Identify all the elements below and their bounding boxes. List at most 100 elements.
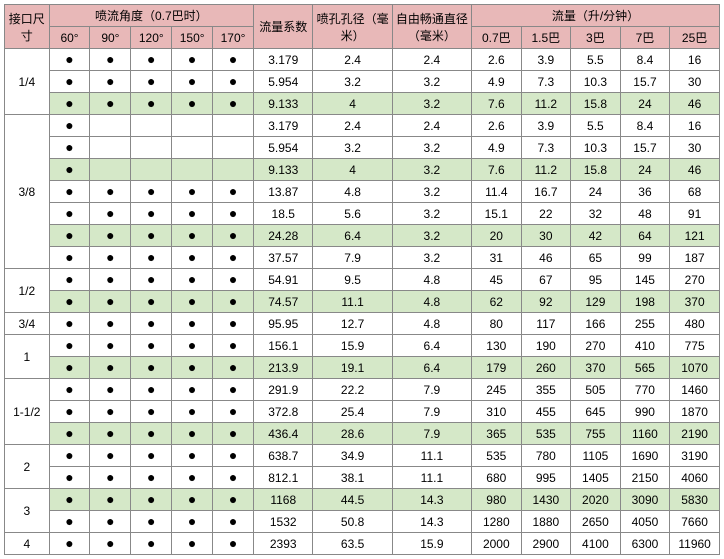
cell-angle: ● bbox=[131, 489, 172, 511]
table-row: ●5.9543.23.24.97.310.315.730 bbox=[5, 137, 720, 159]
dot-icon: ● bbox=[65, 337, 73, 353]
cell-flow: 1460 bbox=[670, 379, 720, 401]
cell-angle: ● bbox=[90, 511, 131, 533]
cell-free: 3.2 bbox=[392, 137, 471, 159]
cell-flow: 410 bbox=[620, 335, 670, 357]
table-row: ●●●●●812.138.111.1680995140521504060 bbox=[5, 467, 720, 489]
dot-icon: ● bbox=[229, 491, 237, 507]
cell-angle: ● bbox=[131, 269, 172, 291]
cell-flow: 1280 bbox=[472, 511, 522, 533]
dot-icon: ● bbox=[65, 425, 73, 441]
cell-flow: 190 bbox=[521, 335, 571, 357]
cell-angle: ● bbox=[172, 225, 213, 247]
cell-flow: 8.4 bbox=[620, 115, 670, 137]
dot-icon: ● bbox=[229, 205, 237, 221]
cell-flow: 62 bbox=[472, 291, 522, 313]
dot-icon: ● bbox=[229, 227, 237, 243]
cell-bore: 19.1 bbox=[313, 357, 392, 379]
table-row: ●●●●●18.55.63.215.122324891 bbox=[5, 203, 720, 225]
cell-angle bbox=[131, 159, 172, 181]
table-row: 1●●●●●156.115.96.4130190270410775 bbox=[5, 335, 720, 357]
cell-coef: 9.133 bbox=[254, 159, 313, 181]
dot-icon: ● bbox=[229, 293, 237, 309]
cell-angle: ● bbox=[49, 511, 90, 533]
dot-icon: ● bbox=[188, 315, 196, 331]
cell-coef: 9.133 bbox=[254, 93, 313, 115]
dot-icon: ● bbox=[147, 95, 155, 111]
cell-bore: 22.2 bbox=[313, 379, 392, 401]
cell-angle: ● bbox=[131, 445, 172, 467]
cell-angle: ● bbox=[131, 379, 172, 401]
cell-flow: 46 bbox=[670, 93, 720, 115]
cell-bore: 2.4 bbox=[313, 49, 392, 71]
dot-icon: ● bbox=[65, 491, 73, 507]
dot-icon: ● bbox=[147, 227, 155, 243]
cell-angle: ● bbox=[90, 401, 131, 423]
dot-icon: ● bbox=[229, 425, 237, 441]
cell-angle: ● bbox=[90, 423, 131, 445]
cell-angle bbox=[213, 137, 254, 159]
dot-icon: ● bbox=[229, 381, 237, 397]
cell-angle: ● bbox=[213, 423, 254, 445]
dot-icon: ● bbox=[106, 73, 114, 89]
dot-icon: ● bbox=[106, 249, 114, 265]
dot-icon: ● bbox=[65, 381, 73, 397]
dot-icon: ● bbox=[106, 227, 114, 243]
h-angle-sub: 90° bbox=[90, 27, 131, 49]
cell-flow: 370 bbox=[571, 357, 621, 379]
cell-free: 3.2 bbox=[392, 225, 471, 247]
cell-flow: 4060 bbox=[670, 467, 720, 489]
dot-icon: ● bbox=[106, 293, 114, 309]
dot-icon: ● bbox=[106, 183, 114, 199]
cell-flow: 2900 bbox=[521, 533, 571, 555]
h-free: 自由畅通直径（毫米） bbox=[392, 5, 471, 49]
h-flow-sub: 1.5巴 bbox=[521, 27, 571, 49]
cell-angle: ● bbox=[213, 489, 254, 511]
cell-angle: ● bbox=[172, 401, 213, 423]
dot-icon: ● bbox=[106, 447, 114, 463]
dot-icon: ● bbox=[106, 425, 114, 441]
cell-coef: 74.57 bbox=[254, 291, 313, 313]
cell-bore: 25.4 bbox=[313, 401, 392, 423]
cell-coef: 436.4 bbox=[254, 423, 313, 445]
cell-angle: ● bbox=[49, 159, 90, 181]
cell-coef: 37.57 bbox=[254, 247, 313, 269]
cell-flow: 310 bbox=[472, 401, 522, 423]
dot-icon: ● bbox=[147, 425, 155, 441]
cell-angle: ● bbox=[172, 533, 213, 555]
dot-icon: ● bbox=[147, 73, 155, 89]
cell-bore: 44.5 bbox=[313, 489, 392, 511]
cell-flow: 4.9 bbox=[472, 137, 522, 159]
cell-angle: ● bbox=[213, 181, 254, 203]
cell-angle: ● bbox=[131, 291, 172, 313]
cell-angle bbox=[172, 115, 213, 137]
cell-flow: 645 bbox=[571, 401, 621, 423]
dot-icon: ● bbox=[188, 205, 196, 221]
cell-angle: ● bbox=[49, 445, 90, 467]
cell-bore: 38.1 bbox=[313, 467, 392, 489]
cell-coef: 24.28 bbox=[254, 225, 313, 247]
dot-icon: ● bbox=[65, 139, 73, 155]
dot-icon: ● bbox=[106, 315, 114, 331]
cell-flow: 166 bbox=[571, 313, 621, 335]
cell-angle: ● bbox=[213, 445, 254, 467]
cell-flow: 565 bbox=[620, 357, 670, 379]
cell-flow: 91 bbox=[670, 203, 720, 225]
dot-icon: ● bbox=[106, 51, 114, 67]
cell-angle: ● bbox=[90, 49, 131, 71]
dot-icon: ● bbox=[65, 249, 73, 265]
cell-angle: ● bbox=[90, 357, 131, 379]
cell-angle: ● bbox=[213, 511, 254, 533]
dot-icon: ● bbox=[147, 491, 155, 507]
cell-angle: ● bbox=[49, 93, 90, 115]
cell-free: 2.4 bbox=[392, 49, 471, 71]
dot-icon: ● bbox=[229, 249, 237, 265]
cell-angle: ● bbox=[172, 71, 213, 93]
h-bore: 喷孔孔径（毫米） bbox=[313, 5, 392, 49]
cell-flow: 5.5 bbox=[571, 115, 621, 137]
dot-icon: ● bbox=[106, 337, 114, 353]
cell-free: 3.2 bbox=[392, 71, 471, 93]
cell-flow: 15.8 bbox=[571, 159, 621, 181]
cell-coef: 156.1 bbox=[254, 335, 313, 357]
dot-icon: ● bbox=[65, 271, 73, 287]
